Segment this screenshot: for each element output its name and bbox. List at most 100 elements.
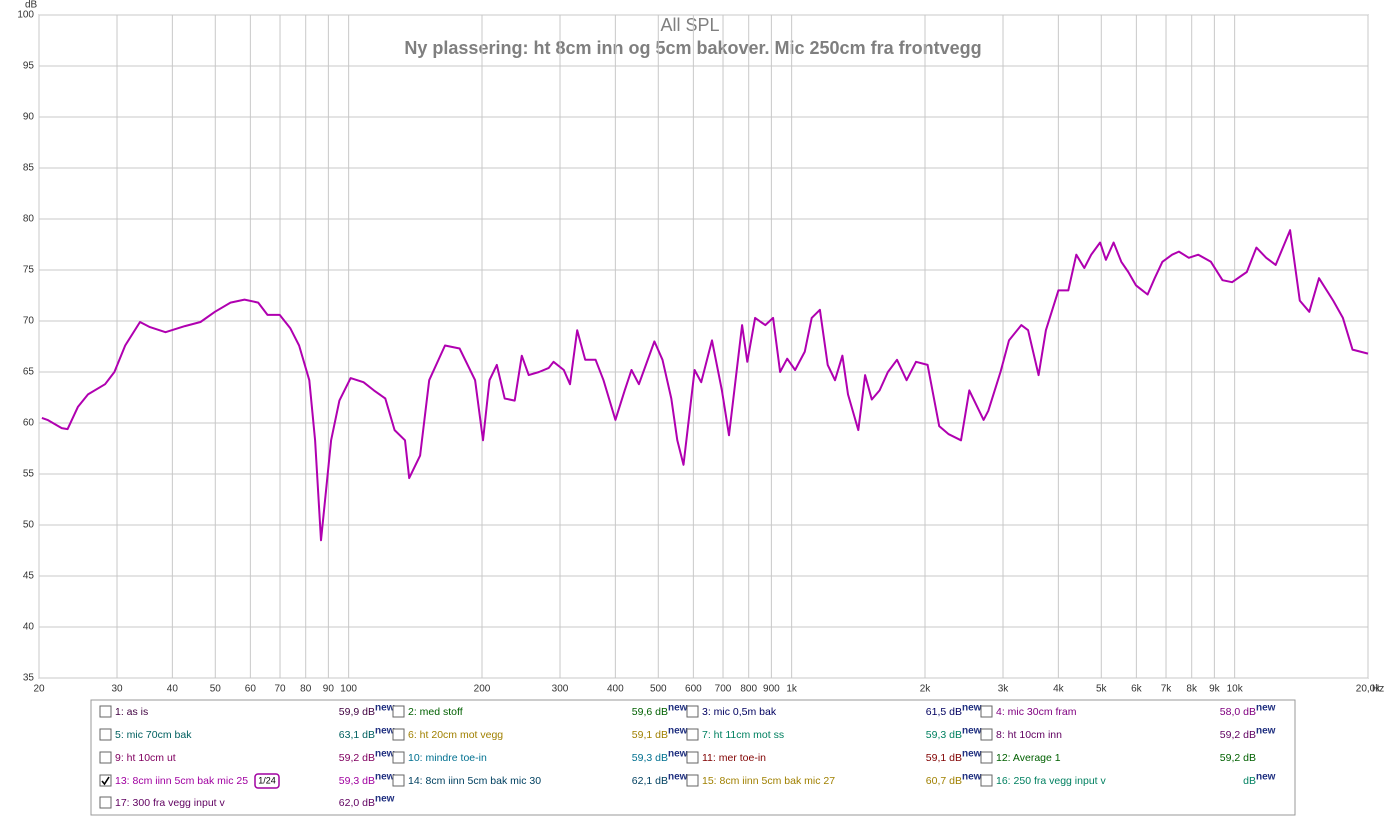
checkbox[interactable] xyxy=(686,751,699,764)
legend-label: 12: Average 1 xyxy=(996,752,1061,764)
legend-value: 59,1 dB xyxy=(926,752,962,764)
x-tick-label: 300 xyxy=(552,684,569,695)
legend-label: 4: mic 30cm fram xyxy=(996,706,1077,718)
checkbox[interactable] xyxy=(392,751,405,764)
legend-label: 6: ht 20cm mot vegg xyxy=(408,729,503,741)
new-badge: new xyxy=(668,726,688,737)
legend-value: 59,6 dB xyxy=(632,706,668,718)
legend-label: 14: 8cm iinn 5cm bak mic 30 xyxy=(408,775,541,787)
x-unit: Hz xyxy=(1372,684,1384,695)
x-tick-label: 3k xyxy=(998,684,1010,695)
x-tick-label: 40 xyxy=(167,684,179,695)
y-tick-label: 55 xyxy=(23,469,35,480)
checkbox[interactable] xyxy=(392,774,405,787)
y-tick-label: 45 xyxy=(23,571,35,582)
y-tick-label: 35 xyxy=(23,673,35,684)
x-tick-label: 70 xyxy=(274,684,286,695)
new-badge: new xyxy=(962,749,982,760)
legend-value: 62,0 dB xyxy=(339,797,375,809)
legend-label: 11: mer toe-in xyxy=(702,752,766,764)
x-tick-label: 80 xyxy=(300,684,312,695)
new-badge: new xyxy=(962,703,982,714)
checkbox[interactable] xyxy=(99,774,112,787)
x-tick-label: 200 xyxy=(474,684,491,695)
spl-curve xyxy=(41,229,1369,542)
x-tick-label: 2k xyxy=(920,684,932,695)
x-tick-label: 700 xyxy=(715,684,732,695)
legend-label: 2: med stoff xyxy=(408,706,463,718)
legend-label: 9: ht 10cm ut xyxy=(115,752,176,764)
checkbox[interactable] xyxy=(980,728,993,741)
new-badge: new xyxy=(1256,726,1276,737)
y-tick-label: 85 xyxy=(23,163,35,174)
y-tick-label: 50 xyxy=(23,520,35,531)
legend-value: 59,3 dB xyxy=(926,729,962,741)
x-tick-label: 90 xyxy=(323,684,335,695)
legend-value: 62,1 dB xyxy=(632,775,668,787)
checkbox[interactable] xyxy=(980,705,993,718)
legend-label: 15: 8cm iinn 5cm bak mic 27 xyxy=(702,775,835,787)
x-tick-label: 8k xyxy=(1186,684,1198,695)
x-tick-label: 9k xyxy=(1209,684,1221,695)
x-tick-label: 1k xyxy=(786,684,798,695)
x-tick-label: 7k xyxy=(1161,684,1173,695)
legend-value: 59,2 dB xyxy=(339,752,375,764)
legend-value: 61,5 dB xyxy=(926,706,962,718)
legend-value: 59,9 dB xyxy=(339,706,375,718)
x-tick-label: 60 xyxy=(245,684,257,695)
y-tick-label: 60 xyxy=(23,418,35,429)
x-tick-label: 900 xyxy=(763,684,780,695)
checkbox[interactable] xyxy=(392,728,405,741)
new-badge: new xyxy=(668,703,688,714)
x-tick-label: 6k xyxy=(1131,684,1143,695)
new-badge: new xyxy=(375,703,395,714)
legend-label: 13: 8cm iinn 5cm bak mic 25 xyxy=(115,775,248,787)
checkbox[interactable] xyxy=(99,728,112,741)
x-tick-label: 600 xyxy=(685,684,702,695)
checkbox[interactable] xyxy=(99,705,112,718)
legend-value: 59,1 dB xyxy=(632,729,668,741)
x-tick-label: 100 xyxy=(340,684,357,695)
x-tick-label: 20 xyxy=(33,684,45,695)
legend-label: 7: ht 11cm mot ss xyxy=(702,729,784,741)
x-tick-label: 800 xyxy=(740,684,757,695)
legend-label: 17: 300 fra vegg input v xyxy=(115,797,225,809)
checkbox[interactable] xyxy=(99,796,112,809)
y-tick-label: 80 xyxy=(23,214,35,225)
checkbox[interactable] xyxy=(99,751,112,764)
legend-label: 10: mindre toe-in xyxy=(408,752,487,764)
checkbox[interactable] xyxy=(686,705,699,718)
legend-value: 60,7 dB xyxy=(926,775,962,787)
checkbox[interactable] xyxy=(980,751,993,764)
x-tick-label: 400 xyxy=(607,684,624,695)
x-tick-label: 30 xyxy=(111,684,123,695)
legend-value: dB xyxy=(1243,775,1256,787)
legend-label: 1: as is xyxy=(115,706,148,718)
smoothing-label: 1/24 xyxy=(258,775,276,785)
new-badge: new xyxy=(962,726,982,737)
x-tick-label: 500 xyxy=(650,684,667,695)
plot-area xyxy=(38,14,1369,679)
y-tick-label: 75 xyxy=(23,265,35,276)
checkbox[interactable] xyxy=(686,774,699,787)
smoothing-box xyxy=(254,773,280,789)
checkbox[interactable] xyxy=(980,774,993,787)
legend-value: 59,3 dB xyxy=(339,775,375,787)
legend-value: 59,2 dB xyxy=(1220,729,1256,741)
y-tick-label: 65 xyxy=(23,367,35,378)
legend-label: 3: mic 0,5m bak xyxy=(702,706,777,718)
y-unit: dB xyxy=(25,0,38,11)
new-badge: new xyxy=(375,772,395,783)
new-badge: new xyxy=(375,749,395,760)
new-badge: new xyxy=(1256,703,1276,714)
x-tick-label: 20,0k xyxy=(1356,684,1381,695)
chart-title: All SPL xyxy=(660,15,719,35)
checkbox[interactable] xyxy=(392,705,405,718)
new-badge: new xyxy=(375,726,395,737)
legend-label: 8: ht 10cm inn xyxy=(996,729,1062,741)
new-badge: new xyxy=(962,772,982,783)
checkbox[interactable] xyxy=(686,728,699,741)
y-tick-label: 40 xyxy=(23,622,35,633)
legend-value: 59,3 dB xyxy=(632,752,668,764)
y-tick-label: 100 xyxy=(17,10,34,21)
